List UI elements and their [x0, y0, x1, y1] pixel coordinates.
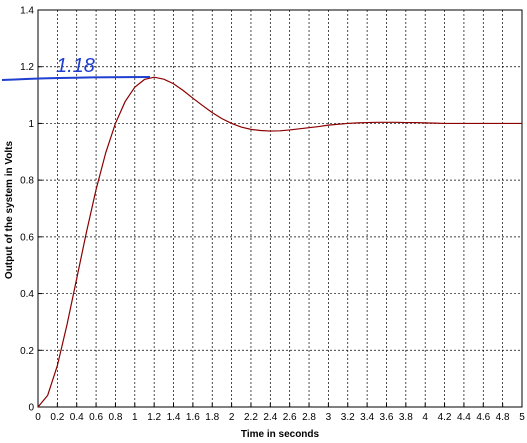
data-line [37, 76, 522, 408]
x-tick-label: 3.8 [399, 412, 413, 423]
x-tick-label: 1.8 [205, 412, 219, 423]
y-tick-label: 0 [28, 403, 34, 414]
x-tick-label: 4.6 [476, 412, 490, 423]
x-tick-label: 2 [229, 412, 235, 423]
annotation-stroke [1, 76, 151, 82]
x-tick-label: 2.2 [244, 412, 258, 423]
x-tick-label: 3 [326, 412, 332, 423]
x-tick-label: 4 [422, 412, 428, 423]
x-tick-label: 4.2 [438, 412, 452, 423]
y-tick-label: 1.2 [20, 62, 34, 73]
y-tick-label: 0.2 [20, 346, 34, 357]
y-axis-label: Output of the system in Volts [4, 140, 15, 279]
x-tick-label: 2.6 [283, 412, 297, 423]
x-tick-label: 2.4 [263, 412, 277, 423]
x-tick-label: 4.4 [457, 412, 471, 423]
plot-frame [37, 9, 523, 408]
y-tick-label: 0.4 [20, 289, 34, 300]
x-tick-label: 1.2 [147, 412, 161, 423]
x-axis-label: Time in seconds [241, 429, 320, 440]
x-tick-label: 0.6 [89, 412, 103, 423]
x-tick-label: 1.4 [167, 412, 181, 423]
y-tick-label: 0.6 [20, 232, 34, 243]
x-tick-label: 5 [519, 412, 525, 423]
x-tick-label: 0 [35, 412, 41, 423]
x-tick-label: 0.8 [108, 412, 122, 423]
x-tick-label: 2.8 [302, 412, 316, 423]
y-tick-label: 1.4 [20, 6, 34, 17]
x-tick-label: 3.4 [360, 412, 374, 423]
x-tick-label: 0.2 [50, 412, 64, 423]
annotation-text: 1.18 [56, 55, 95, 77]
x-tick-label: 0.4 [70, 412, 84, 423]
x-tick-label: 3.6 [380, 412, 394, 423]
x-tick-label: 4.8 [496, 412, 510, 423]
x-tick-label: 1.6 [186, 412, 200, 423]
x-tick-label: 3.2 [341, 412, 355, 423]
y-tick-label: 0.8 [20, 176, 34, 187]
y-tick-label: 1 [28, 119, 34, 130]
x-tick-label: 1 [132, 412, 138, 423]
